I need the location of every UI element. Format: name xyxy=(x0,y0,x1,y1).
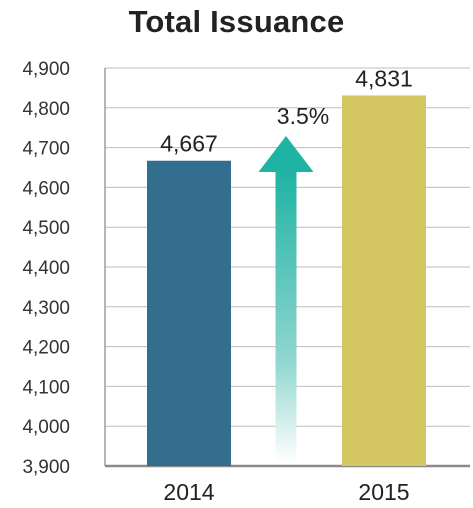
y-tick-label: 4,500 xyxy=(22,218,70,239)
bar-2014 xyxy=(147,160,231,466)
growth-percent-label: 3.5% xyxy=(277,103,329,129)
data-label-2015: 4,831 xyxy=(355,65,413,91)
category-label-2015: 2015 xyxy=(358,479,409,505)
chart-title: Total Issuance xyxy=(128,4,345,39)
growth-arrow-shaft xyxy=(275,171,297,462)
y-tick-label: 4,200 xyxy=(22,338,70,359)
y-tick-label: 4,900 xyxy=(22,59,70,80)
labels: 4,667 2014 4,831 2015 3.5% xyxy=(160,65,413,505)
category-label-2014: 2014 xyxy=(163,479,214,505)
y-axis-ticks: 3,900 4,000 4,100 4,200 4,300 4,400 4,500 4,600… xyxy=(22,59,70,478)
bar-2015 xyxy=(342,95,426,466)
y-tick-label: 4,000 xyxy=(22,417,70,438)
growth-arrow-group xyxy=(258,136,314,462)
growth-arrow-head xyxy=(258,136,314,172)
data-label-2014: 4,667 xyxy=(160,131,218,157)
bars xyxy=(147,95,426,466)
y-tick-label: 4,400 xyxy=(22,258,70,279)
y-tick-label: 4,700 xyxy=(22,139,70,160)
y-tick-label: 4,300 xyxy=(22,298,70,319)
y-tick-label: 4,100 xyxy=(22,377,70,398)
y-tick-label: 4,800 xyxy=(22,99,70,120)
y-tick-label: 3,900 xyxy=(22,457,70,478)
y-tick-label: 4,600 xyxy=(22,178,70,199)
